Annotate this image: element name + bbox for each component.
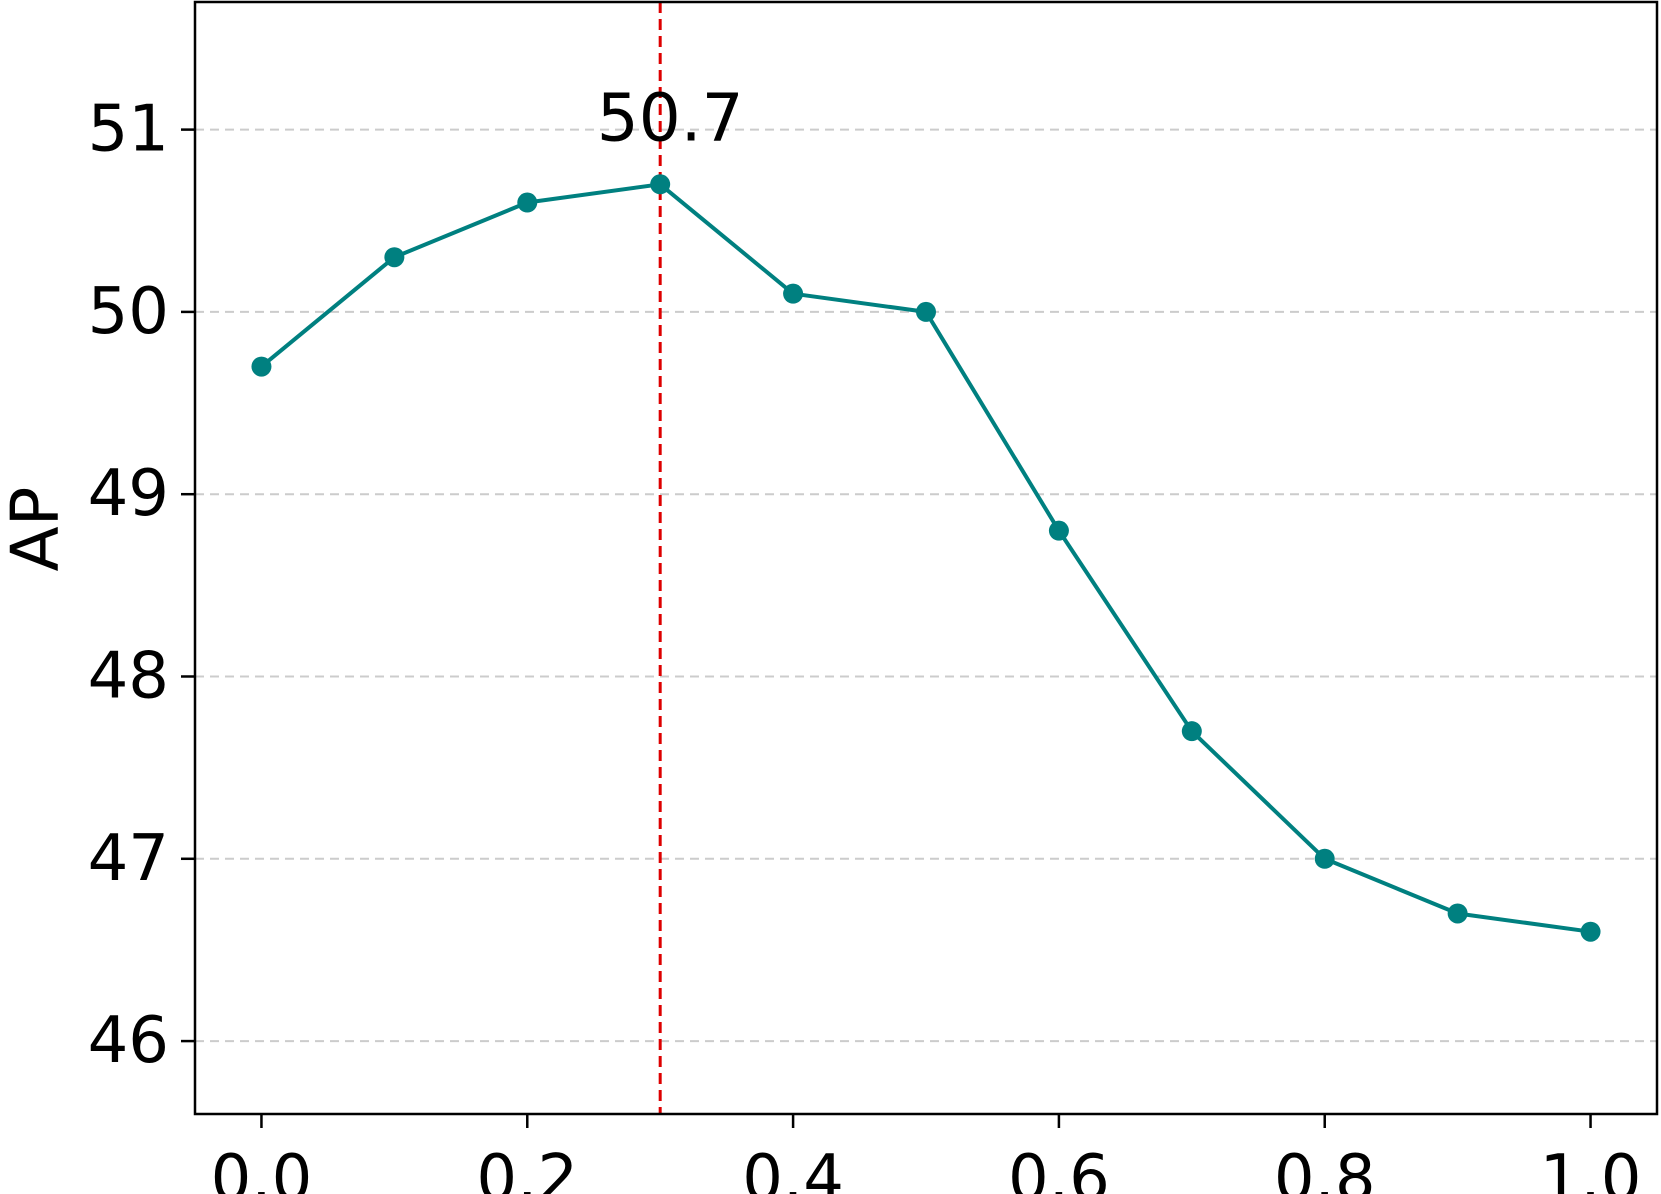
data-point-0-4 bbox=[783, 283, 804, 304]
series-line-0 bbox=[260, 182, 1591, 934]
plot-frame bbox=[193, 0, 1659, 1116]
y-tick-label-5: 51 bbox=[88, 93, 169, 167]
annotations: 50.7 bbox=[597, 79, 744, 156]
data-point-0-9 bbox=[1447, 903, 1468, 924]
data-point-0-8 bbox=[1314, 848, 1335, 869]
y-tick-label-0: 46 bbox=[88, 1004, 169, 1078]
x-tick-label-4: 0.8 bbox=[1274, 1142, 1376, 1194]
plot-border bbox=[193, 0, 1659, 1116]
y-tick-label-4: 50 bbox=[88, 275, 169, 349]
x-tick-label-5: 1.0 bbox=[1540, 1142, 1642, 1194]
x-tick-label-2: 0.4 bbox=[742, 1142, 844, 1194]
data-point-0-0 bbox=[251, 356, 272, 377]
y-axis-label: AP bbox=[0, 487, 74, 572]
x-tick-label-0: 0.0 bbox=[211, 1142, 313, 1194]
x-tick-label-1: 0.2 bbox=[476, 1142, 578, 1194]
x-tick-label-3: 0.6 bbox=[1008, 1142, 1110, 1194]
data-point-0-1 bbox=[384, 247, 405, 268]
data-point-0-6 bbox=[1048, 520, 1069, 541]
y-tick-label-2: 48 bbox=[88, 639, 169, 713]
series-group bbox=[251, 174, 1601, 942]
data-point-0-3 bbox=[650, 174, 671, 195]
data-point-0-10 bbox=[1580, 921, 1601, 942]
y-tick-label-3: 49 bbox=[88, 457, 169, 531]
grid-lines bbox=[195, 128, 1657, 1043]
x-axis-ticks: 0.0 0.2 0.4 0.6 0.8 1.0 bbox=[211, 1114, 1642, 1194]
data-point-0-7 bbox=[1181, 721, 1202, 742]
annotation-0: 50.7 bbox=[597, 79, 744, 156]
data-point-0-2 bbox=[517, 192, 538, 213]
data-point-0-5 bbox=[916, 301, 936, 322]
y-tick-label-1: 47 bbox=[88, 822, 169, 896]
y-axis-ticks: 46 47 48 49 50 51 bbox=[88, 93, 195, 1078]
